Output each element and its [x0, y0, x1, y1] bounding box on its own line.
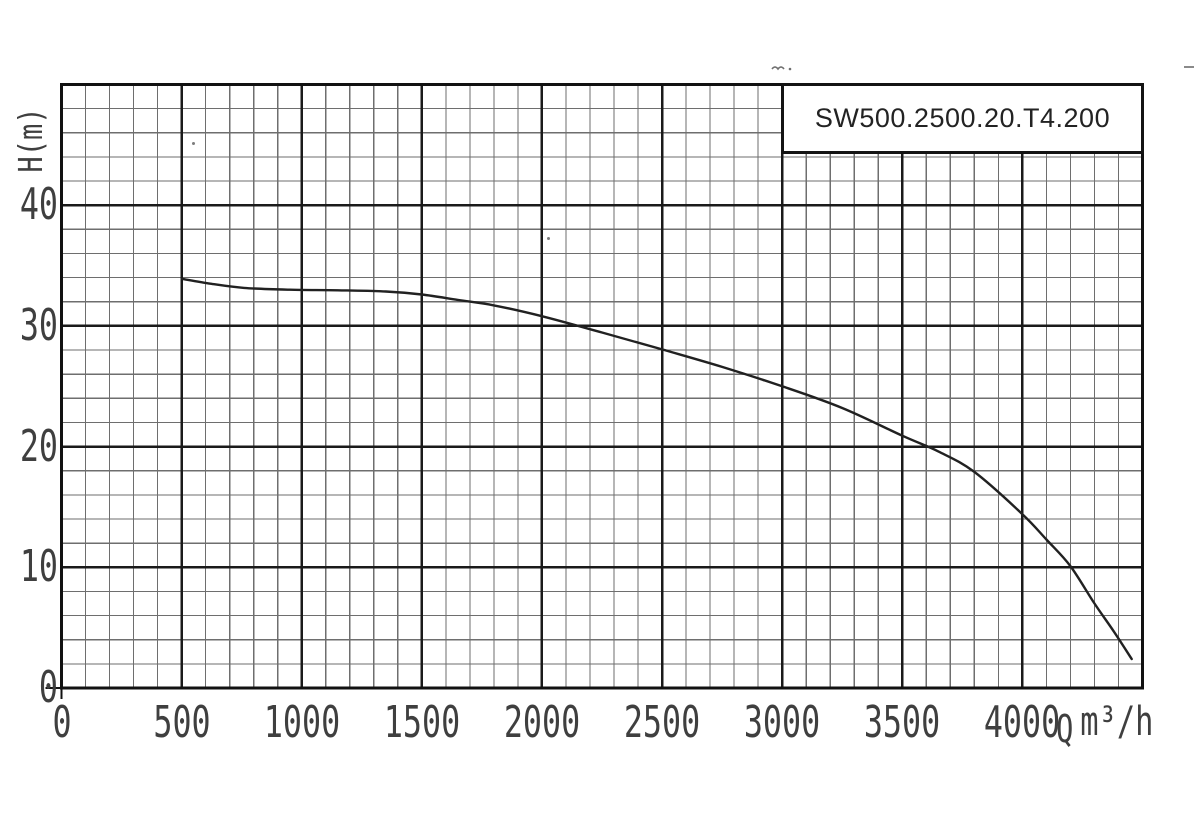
scan-speck — [771, 66, 792, 71]
y-axis-tick-40: 40 — [19, 179, 58, 231]
x-axis-tick-2500: 2500 — [623, 697, 701, 748]
y-axis-tick-30: 30 — [19, 299, 58, 351]
model-label-box: SW500.2500.20.T4.200 — [781, 83, 1144, 154]
x-axis-tick-500: 500 — [152, 697, 211, 748]
flow-unit-label: m³/h — [1080, 699, 1154, 745]
scan-speck — [547, 237, 550, 240]
minor-gridlines — [61, 84, 1143, 688]
scan-speck — [192, 142, 195, 145]
y-axis-tick-10: 10 — [19, 541, 58, 593]
x-axis-tick-3500: 3500 — [864, 697, 941, 748]
x-axis-tick-1500: 1500 — [383, 697, 460, 748]
x-axis-unit: Q m³/h — [1056, 699, 1154, 748]
x-axis-tick-3000: 3000 — [744, 697, 821, 748]
head-curve — [180, 277, 1133, 661]
x-axis-tick-0: 0 — [51, 697, 72, 748]
x-axis-tick-1000: 1000 — [263, 697, 340, 748]
flow-symbol-label: Q — [1056, 707, 1074, 751]
y-axis-tick-20: 20 — [19, 420, 58, 472]
y-axis-tick-0: 0 — [38, 662, 58, 713]
x-axis-tick-4000: 4000 — [984, 697, 1061, 748]
scan-speck — [1184, 66, 1194, 68]
plot-border — [60, 83, 1144, 690]
major-gridlines — [61, 84, 1143, 688]
x-axis-tick-2000: 2000 — [503, 697, 581, 748]
origin-ticks — [45, 686, 63, 699]
model-label: SW500.2500.20.T4.200 — [814, 103, 1111, 133]
y-axis-title: H(m) — [10, 107, 50, 173]
